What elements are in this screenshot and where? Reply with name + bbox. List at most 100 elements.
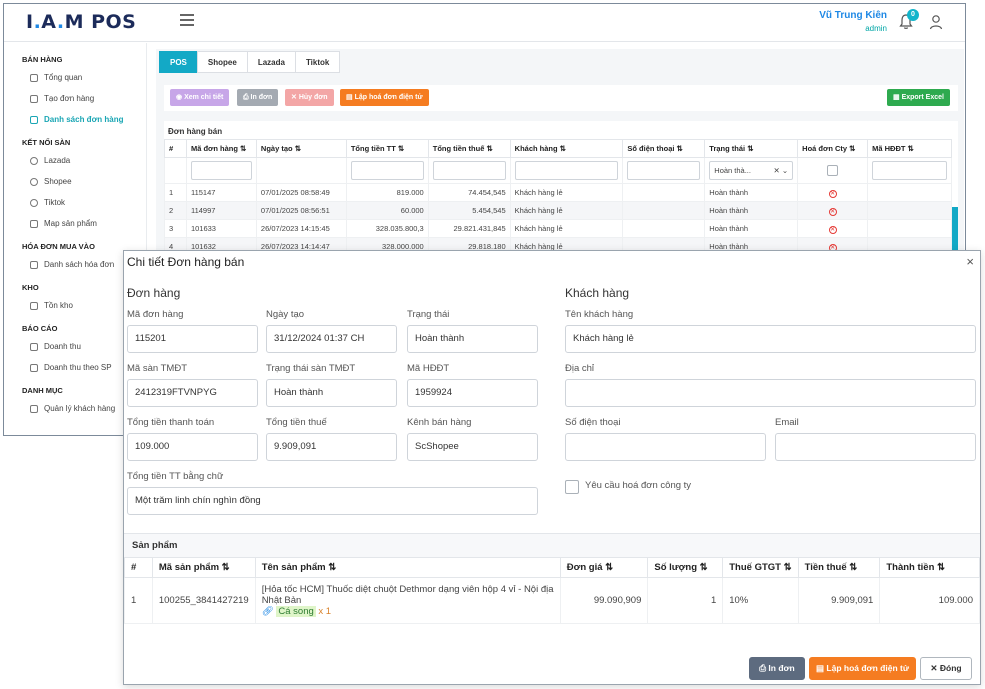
column-header[interactable]: Ngày tạo ⇅ xyxy=(255,139,347,158)
sidebar-item[interactable]: Map sản phẩm xyxy=(30,219,97,228)
total-words-field[interactable]: Một trăm linh chín nghìn đồng xyxy=(127,487,538,515)
print-button[interactable]: ⎙ In đơn xyxy=(749,657,805,680)
status-filter-select[interactable]: Hoàn thà... ✕ ⌄ xyxy=(709,161,794,180)
sidebar-item[interactable]: Tạo đơn hàng xyxy=(30,94,94,103)
menu-toggle-icon[interactable] xyxy=(180,14,194,26)
sort-icon[interactable]: ⇅ xyxy=(846,562,858,573)
product-row[interactable]: 1 100255_3841427219 [Hỏa tốc HCM] Thuốc di… xyxy=(124,577,980,624)
product-column-header[interactable]: Tên sản phẩm ⇅ xyxy=(254,557,561,578)
sort-icon[interactable]: ⇅ xyxy=(237,144,247,153)
sidebar-item[interactable]: Danh sách hóa đơn xyxy=(30,260,114,269)
sort-icon[interactable]: ⇅ xyxy=(674,144,683,153)
column-filter-input[interactable] xyxy=(872,161,947,180)
table-row[interactable]: 2 114997 07/01/2025 08:56:51 60.000 5.454,54… xyxy=(164,201,952,220)
code-filter-input[interactable] xyxy=(190,161,252,180)
column-header[interactable]: Trạng thái ⇅ xyxy=(704,139,799,158)
status-field[interactable]: Hoàn thành xyxy=(407,325,538,353)
sort-icon[interactable]: ⇅ xyxy=(602,562,614,573)
print-order-button[interactable]: ⎙ In đơn xyxy=(237,89,279,106)
user-icon[interactable] xyxy=(929,14,943,30)
sort-icon[interactable]: ⇅ xyxy=(697,562,708,573)
sidebar-item[interactable]: Doanh thu theo SP xyxy=(30,363,112,372)
column-header[interactable]: Tổng tiền TT ⇅ xyxy=(345,139,429,158)
sidebar-item[interactable]: Lazada xyxy=(30,156,70,165)
column-filter-input[interactable] xyxy=(432,161,506,180)
sort-icon[interactable]: ⇅ xyxy=(905,144,914,153)
product-column-header[interactable]: Thành tiền ⇅ xyxy=(879,557,980,578)
sort-icon[interactable]: ⇅ xyxy=(745,144,754,153)
sidebar-item[interactable]: Danh sách đơn hàng xyxy=(30,115,123,124)
sort-icon[interactable]: ⇅ xyxy=(292,144,301,153)
tab-shopee[interactable]: Shopee xyxy=(196,51,248,73)
address-field[interactable] xyxy=(565,379,976,407)
clear-chevron-icon[interactable]: ✕ ⌄ xyxy=(773,166,789,175)
table-row[interactable]: 3 101633 26/07/2023 14:15:45 328.035.800,3 2… xyxy=(164,219,952,238)
product-column-header[interactable]: Số lượng ⇅ xyxy=(647,557,724,578)
create-einvoice-button[interactable]: ▤ Lập hoá đơn điện tử xyxy=(340,89,429,106)
column-header[interactable]: Mã HĐĐT ⇅ xyxy=(867,139,952,158)
column-header-label: Mã đơn hàng xyxy=(190,144,238,153)
total-payment-field[interactable]: 109.000 xyxy=(127,433,258,461)
column-filter-input[interactable] xyxy=(627,161,701,180)
close-icon[interactable]: × xyxy=(966,254,974,269)
status-label: Trạng thái xyxy=(407,309,450,320)
total-tax-field[interactable]: 9.909,091 xyxy=(266,433,397,461)
column-header[interactable]: Tổng tiền thuế ⇅ xyxy=(427,139,511,158)
sidebar-item[interactable]: Shopee xyxy=(30,177,72,186)
tab-pos[interactable]: POS xyxy=(159,51,198,73)
column-filter-input[interactable] xyxy=(514,161,619,180)
column-header[interactable]: Hoá đơn Cty ⇅ xyxy=(797,139,869,158)
sort-icon[interactable]: ⇅ xyxy=(934,562,945,573)
chart-icon xyxy=(30,342,38,351)
product-column-header[interactable]: Mã sản phẩm ⇅ xyxy=(151,557,256,578)
view-detail-button[interactable]: ◉ Xem chi tiết xyxy=(170,89,230,106)
orders-panel-title: Đơn hàng bán xyxy=(168,127,223,136)
cancel-order-button[interactable]: ✕ Hủy đơn xyxy=(285,89,334,106)
customer-section-title: Khách hàng xyxy=(565,286,630,300)
sort-icon[interactable]: ⇅ xyxy=(780,562,792,573)
column-header[interactable]: # xyxy=(164,139,187,158)
tab-lazada[interactable]: Lazada xyxy=(246,51,296,73)
company-invoice-filter-checkbox[interactable] xyxy=(827,165,839,176)
export-excel-button[interactable]: ▦ Export Excel xyxy=(887,89,950,106)
sort-icon[interactable]: ⇅ xyxy=(847,144,856,153)
platform-status-field[interactable]: Hoàn thành xyxy=(266,379,397,407)
column-header[interactable]: Khách hàng ⇅ xyxy=(509,139,624,158)
created-field[interactable]: 31/12/2024 01:37 CH xyxy=(266,325,397,353)
user-name[interactable]: Vũ Trung Kiên xyxy=(819,10,887,21)
column-header[interactable]: Số điện thoại ⇅ xyxy=(622,139,706,158)
product-column-header[interactable]: Đơn giá ⇅ xyxy=(559,557,649,578)
sidebar-item[interactable]: Tồn kho xyxy=(30,301,73,310)
products-table: # Mã sản phẩm ⇅ Tên sản phẩm ⇅ Đơn giá ⇅ Số … xyxy=(124,557,980,624)
sort-icon[interactable]: ⇅ xyxy=(484,144,493,153)
sidebar-item[interactable]: Tổng quan xyxy=(30,73,82,82)
order-code-field[interactable]: 115201 xyxy=(127,325,258,353)
channel-field[interactable]: ScShopee xyxy=(407,433,538,461)
sort-icon[interactable]: ⇅ xyxy=(219,562,230,573)
sort-icon[interactable]: ⇅ xyxy=(325,562,337,573)
column-header[interactable]: Mã đơn hàng ⇅ xyxy=(185,139,257,158)
phone-label: Số điện thoại xyxy=(565,417,621,428)
customer-name-field[interactable]: Khách hàng lẻ xyxy=(565,325,976,353)
close-button[interactable]: ✕ Đóng xyxy=(920,657,972,680)
product-column-header[interactable]: # xyxy=(124,557,153,578)
status-filter-value: Hoàn thà... xyxy=(714,166,751,175)
sort-icon[interactable]: ⇅ xyxy=(557,144,566,153)
einvoice-code-field[interactable]: 1959924 xyxy=(407,379,538,407)
sort-icon[interactable]: ⇅ xyxy=(395,144,405,153)
phone-field[interactable] xyxy=(565,433,766,461)
sidebar-item[interactable]: Tiktok xyxy=(30,198,65,207)
column-filter-input[interactable] xyxy=(350,161,424,180)
filter-cell xyxy=(427,157,511,184)
table-row[interactable]: 1 115147 07/01/2025 08:58:49 819.000 74.454,… xyxy=(164,183,952,202)
platform-code-field[interactable]: 2412319FTVNPYG xyxy=(127,379,258,407)
product-column-header[interactable]: Thuế GTGT ⇅ xyxy=(722,557,799,578)
einvoice-button[interactable]: ▤ Lập hoá đơn điện tử xyxy=(809,657,916,680)
tab-tiktok[interactable]: Tiktok xyxy=(294,51,341,73)
email-field[interactable] xyxy=(775,433,976,461)
sidebar-item[interactable]: Doanh thu xyxy=(30,342,81,351)
cell-date: 26/07/2023 14:15:45 xyxy=(255,219,347,238)
company-invoice-checkbox[interactable] xyxy=(565,480,579,494)
product-column-header[interactable]: Tiền thuế ⇅ xyxy=(797,557,881,578)
sidebar-item[interactable]: Quản lý khách hàng xyxy=(30,404,115,413)
